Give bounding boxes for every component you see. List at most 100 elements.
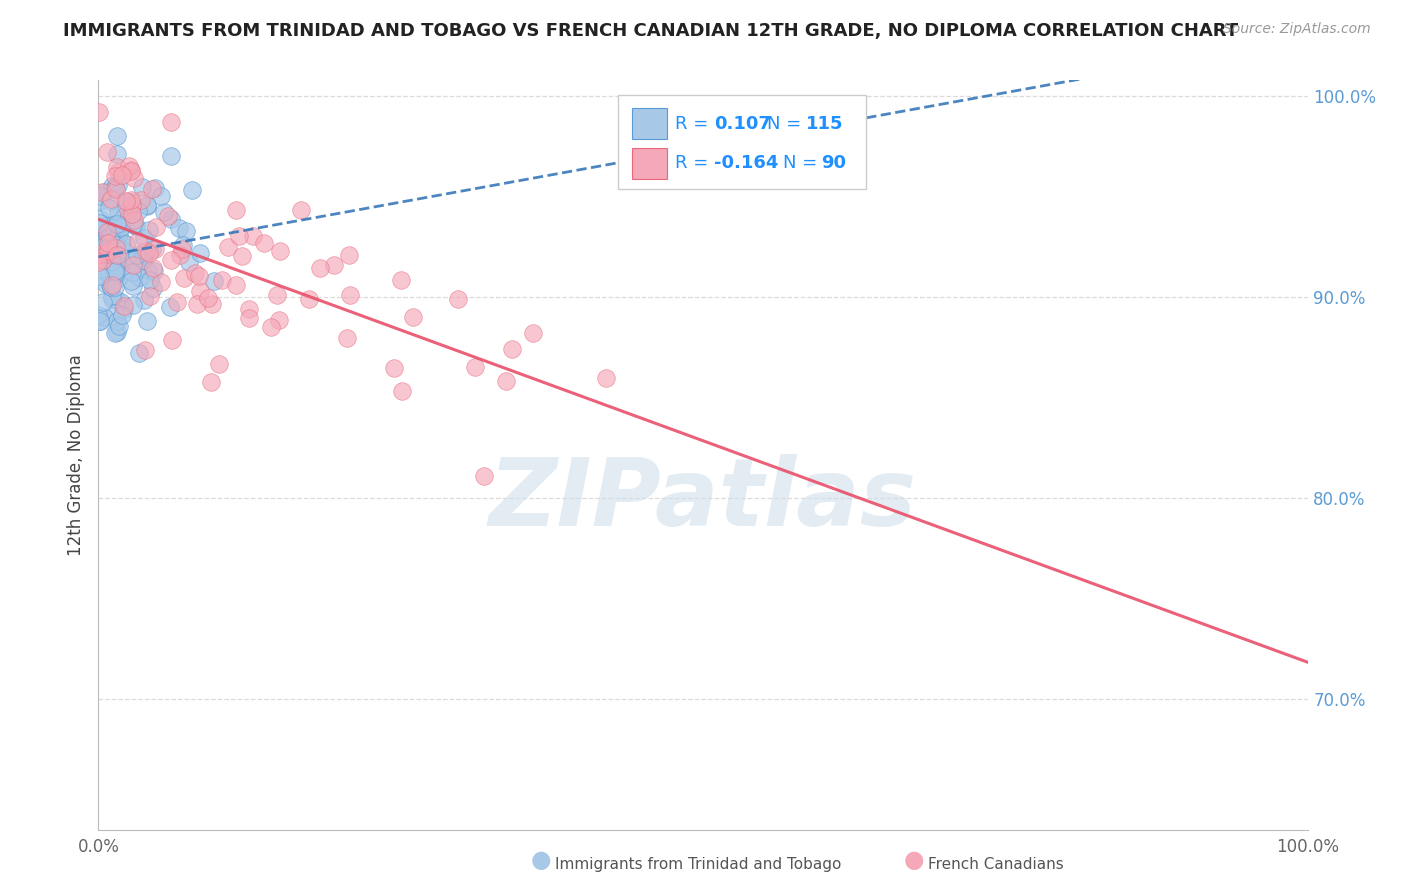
Point	[402, 310, 425, 325]
Point	[96, 277, 118, 292]
Point	[97, 218, 120, 232]
Point	[120, 163, 142, 178]
Point	[127, 203, 149, 218]
Point	[172, 237, 194, 252]
Point	[105, 217, 128, 231]
Point	[120, 194, 142, 209]
Point	[107, 164, 129, 178]
Point	[91, 243, 114, 257]
Point	[89, 268, 111, 283]
Point	[139, 289, 162, 303]
Point	[336, 330, 359, 344]
Point	[127, 263, 149, 277]
Point	[131, 180, 153, 194]
Point	[91, 185, 114, 199]
Point	[94, 185, 117, 199]
Point	[522, 326, 544, 341]
Point	[150, 189, 173, 203]
Point	[188, 284, 211, 298]
Point	[94, 231, 117, 245]
Point	[186, 296, 208, 310]
Point	[104, 181, 127, 195]
Point	[169, 248, 191, 262]
Point	[105, 293, 128, 307]
Point	[160, 114, 183, 128]
Point	[94, 246, 117, 260]
Point	[242, 229, 264, 244]
Point	[141, 182, 163, 196]
Point	[389, 273, 412, 287]
Point	[269, 244, 291, 259]
Point	[143, 242, 166, 256]
Point	[143, 264, 166, 278]
Point	[87, 216, 110, 230]
Point	[97, 244, 120, 258]
Point	[89, 314, 111, 328]
Point	[121, 207, 143, 221]
Point	[90, 189, 112, 203]
Point	[139, 273, 162, 287]
Y-axis label: 12th Grade, No Diploma: 12th Grade, No Diploma	[66, 354, 84, 556]
Point	[127, 234, 149, 248]
Point	[474, 468, 496, 483]
Point	[322, 258, 344, 272]
Point	[110, 242, 132, 256]
Point	[101, 292, 124, 306]
Point	[110, 295, 132, 310]
Point	[177, 254, 200, 268]
Point	[108, 227, 131, 241]
Point	[104, 280, 127, 294]
Point	[96, 226, 118, 240]
Point	[115, 236, 138, 251]
Point	[91, 252, 114, 267]
Point	[142, 260, 165, 275]
Point	[105, 182, 128, 196]
Point	[101, 277, 124, 292]
Point	[98, 194, 121, 209]
Point	[159, 300, 181, 314]
Point	[89, 247, 111, 261]
Point	[121, 198, 143, 212]
Point	[100, 280, 122, 294]
Point	[122, 213, 145, 227]
Point	[96, 145, 118, 160]
Text: 115: 115	[806, 115, 844, 133]
Point	[156, 209, 179, 223]
Point	[108, 271, 131, 285]
Point	[104, 265, 127, 279]
FancyBboxPatch shape	[631, 108, 666, 139]
Point	[181, 183, 204, 197]
Point	[238, 310, 260, 325]
Point	[162, 333, 184, 347]
Text: -0.164: -0.164	[714, 153, 779, 171]
Point	[118, 210, 141, 224]
FancyBboxPatch shape	[631, 148, 666, 179]
Point	[391, 384, 413, 399]
Text: N =: N =	[783, 153, 823, 171]
Point	[225, 277, 247, 292]
Point	[267, 313, 290, 327]
Point	[105, 314, 128, 328]
Point	[134, 343, 156, 358]
Point	[87, 254, 110, 268]
Point	[121, 203, 143, 218]
Point	[107, 319, 129, 334]
Point	[107, 326, 129, 340]
Point	[114, 194, 136, 208]
Point	[150, 275, 173, 289]
Point	[93, 310, 115, 324]
Text: 90: 90	[821, 153, 846, 171]
Point	[135, 198, 157, 212]
Point	[96, 227, 118, 242]
Point	[129, 252, 152, 266]
Point	[101, 289, 124, 303]
Point	[121, 265, 143, 279]
Point	[138, 246, 160, 260]
Point	[120, 163, 142, 178]
Point	[91, 295, 114, 310]
Point	[131, 250, 153, 264]
Point	[202, 274, 225, 288]
Point	[101, 262, 124, 277]
Point	[90, 223, 112, 237]
Point	[120, 275, 142, 289]
